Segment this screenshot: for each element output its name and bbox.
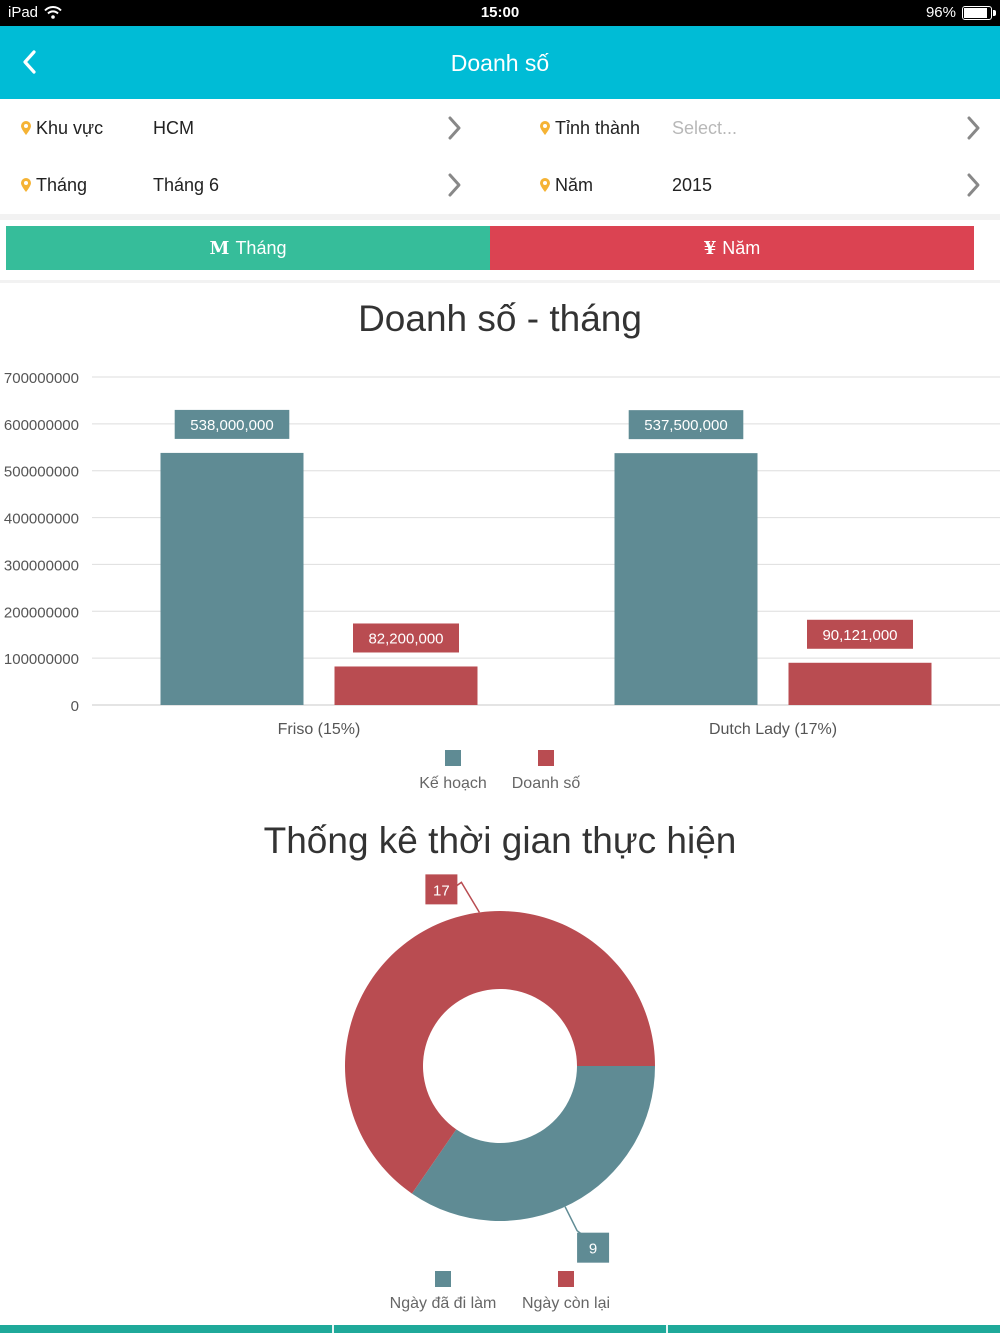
chevron-right-icon (448, 116, 461, 140)
battery-percent: 96% (925, 4, 956, 21)
legend-swatch (435, 1271, 451, 1287)
legend-label: Kế hoạch (419, 775, 487, 792)
data-label-box (174, 409, 290, 439)
y-tick-label: 600000000 (4, 417, 79, 434)
bottom-tab-bar (0, 1325, 1000, 1333)
bar (614, 453, 758, 705)
data-label-box (353, 623, 459, 653)
data-label-box (807, 619, 913, 649)
tab-year[interactable]: ¥ Năm (490, 226, 974, 270)
slice-label-box (425, 874, 458, 905)
y-tick-label: 700000000 (4, 370, 79, 387)
legend-label: Ngày đã đi làm (390, 1295, 497, 1312)
donut-chart-title: Thống kê thời gian thực hiện (263, 820, 737, 861)
section-divider (0, 214, 1000, 220)
filter-province[interactable]: Tỉnh thành Select... (519, 99, 991, 156)
tab-month-label: Tháng (235, 237, 287, 258)
filter-year[interactable]: Năm 2015 (519, 156, 991, 213)
y-tick-label: 0 (71, 698, 79, 715)
filter-month-value: Tháng 6 (153, 175, 220, 195)
map-pin-icon (21, 178, 31, 192)
chevron-right-icon (967, 116, 980, 140)
legend-swatch (538, 750, 554, 766)
tab-month[interactable]: M Tháng (6, 226, 490, 270)
status-time: 15:00 (480, 4, 520, 21)
donut-slice (411, 1066, 655, 1221)
x-category-label: Dutch Lady (17%) (709, 721, 837, 738)
filter-panel: Khu vực HCM Tỉnh thành Select... Tháng T… (0, 99, 1000, 214)
bar (334, 666, 478, 705)
bar-chart: 0 100000000 200000000 300000000 400000000 500… (4, 370, 1000, 792)
donut-slice (344, 910, 655, 1194)
chevron-right-icon (967, 173, 980, 197)
chevron-right-icon (448, 173, 461, 197)
bar-chart-title: Doanh số - tháng (358, 298, 642, 339)
yen-icon: ¥ (703, 237, 717, 259)
nav-bar: Doanh số (0, 26, 1000, 99)
donut-chart: 9 17 Ngày đã đi làm Ngày còn lại (344, 874, 655, 1312)
device-name: iPad (8, 4, 39, 21)
filter-region-value: HCM (153, 118, 194, 138)
bar (160, 452, 304, 705)
data-label: 90,121,000 (822, 627, 897, 644)
map-pin-icon (540, 121, 550, 135)
slice-label: 17 (433, 882, 450, 899)
legend-label: Ngày còn lại (522, 1295, 610, 1312)
filter-province-placeholder: Select... (672, 118, 738, 138)
legend-label: Doanh số (512, 775, 581, 792)
x-category-label: Friso (15%) (278, 721, 361, 738)
filter-month-label: Tháng (36, 175, 88, 195)
wifi-icon (44, 6, 62, 19)
period-tabs: M Tháng ¥ Năm (6, 226, 974, 270)
slice-label-box (577, 1232, 610, 1263)
data-label: 537,500,000 (644, 417, 727, 434)
back-chevron-icon[interactable] (14, 44, 50, 80)
y-tick-label: 100000000 (4, 651, 79, 668)
y-tick-label: 300000000 (4, 557, 79, 574)
filter-region-label: Khu vực (36, 118, 104, 138)
slice-label: 9 (589, 1241, 597, 1258)
filter-region[interactable]: Khu vực HCM (0, 99, 472, 156)
data-label: 82,200,000 (368, 630, 443, 647)
month-icon: M (209, 237, 230, 259)
legend-swatch (445, 750, 461, 766)
bar (788, 662, 932, 705)
data-label-box (628, 410, 744, 440)
section-divider (0, 280, 1000, 283)
page-title: Doanh số (450, 50, 550, 76)
y-tick-label: 500000000 (4, 464, 79, 481)
filter-province-label: Tỉnh thành (555, 118, 641, 138)
battery-icon (962, 5, 996, 20)
y-tick-label: 400000000 (4, 511, 79, 528)
filter-month[interactable]: Tháng Tháng 6 (0, 156, 472, 213)
status-bar: iPad 15:00 96% (0, 0, 1000, 26)
legend-swatch (558, 1271, 574, 1287)
filter-year-value: 2015 (672, 175, 713, 195)
filter-year-label: Năm (555, 175, 594, 195)
map-pin-icon (540, 178, 550, 192)
map-pin-icon (21, 121, 31, 135)
y-tick-label: 200000000 (4, 604, 79, 621)
data-label: 538,000,000 (190, 417, 273, 434)
tab-year-label: Năm (722, 237, 761, 258)
